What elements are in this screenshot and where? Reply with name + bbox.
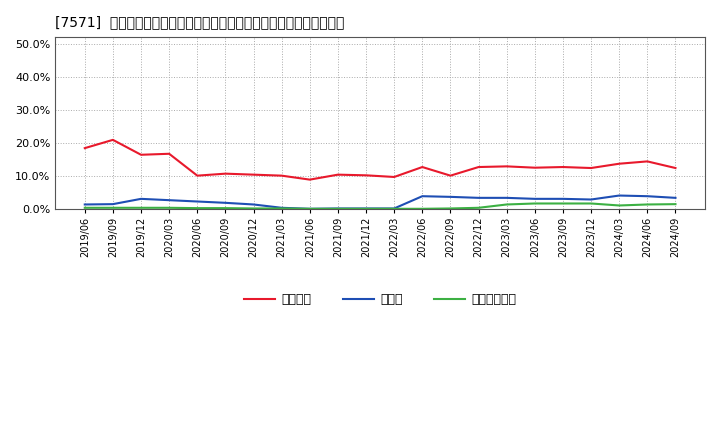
のれん: [531, 196, 539, 202]
繰延税金資産: [81, 205, 89, 210]
自己資本: [474, 165, 483, 170]
のれん: [643, 194, 652, 199]
繰延税金資産: [277, 206, 286, 211]
繰延税金資産: [671, 202, 680, 207]
繰延税金資産: [446, 206, 455, 211]
繰延税金資産: [559, 201, 567, 206]
繰延税金資産: [193, 205, 202, 211]
自己資本: [109, 137, 117, 143]
繰延税金資産: [249, 206, 258, 211]
自己資本: [615, 161, 624, 166]
自己資本: [671, 165, 680, 171]
Line: 自己資本: 自己資本: [85, 140, 675, 180]
自己資本: [81, 146, 89, 151]
自己資本: [165, 151, 174, 156]
繰延税金資産: [643, 202, 652, 207]
のれん: [474, 195, 483, 201]
繰延税金資産: [221, 205, 230, 211]
自己資本: [193, 173, 202, 178]
繰延税金資産: [333, 206, 342, 212]
繰延税金資産: [137, 205, 145, 210]
繰延税金資産: [390, 206, 398, 212]
のれん: [615, 193, 624, 198]
繰延税金資産: [474, 205, 483, 210]
繰延税金資産: [109, 205, 117, 210]
自己資本: [559, 165, 567, 170]
のれん: [559, 196, 567, 202]
自己資本: [390, 174, 398, 180]
Line: 繰延税金資産: 繰延税金資産: [85, 203, 675, 209]
のれん: [361, 206, 370, 211]
自己資本: [503, 164, 511, 169]
自己資本: [643, 159, 652, 164]
のれん: [165, 198, 174, 203]
Line: のれん: のれん: [85, 195, 675, 209]
自己資本: [221, 171, 230, 176]
自己資本: [587, 165, 595, 171]
繰延税金資産: [587, 201, 595, 206]
自己資本: [446, 173, 455, 178]
のれん: [109, 202, 117, 207]
自己資本: [277, 173, 286, 178]
のれん: [81, 202, 89, 207]
のれん: [390, 206, 398, 211]
自己資本: [531, 165, 539, 170]
のれん: [671, 195, 680, 201]
のれん: [333, 206, 342, 211]
繰延税金資産: [531, 201, 539, 206]
のれん: [193, 199, 202, 204]
Legend: 自己資本, のれん, 繰延税金資産: 自己資本, のれん, 繰延税金資産: [239, 288, 521, 311]
自己資本: [249, 172, 258, 177]
のれん: [587, 197, 595, 202]
自己資本: [305, 177, 314, 182]
繰延税金資産: [418, 206, 427, 212]
自己資本: [333, 172, 342, 177]
繰延税金資産: [361, 206, 370, 212]
のれん: [503, 195, 511, 201]
繰延税金資産: [615, 203, 624, 208]
のれん: [221, 200, 230, 205]
自己資本: [418, 165, 427, 170]
のれん: [446, 194, 455, 199]
繰延税金資産: [305, 206, 314, 212]
のれん: [305, 206, 314, 212]
のれん: [249, 202, 258, 207]
のれん: [418, 194, 427, 199]
自己資本: [361, 172, 370, 178]
Text: [7571]  自己資本、のれん、繰延税金資産の総資産に対する比率の推移: [7571] 自己資本、のれん、繰延税金資産の総資産に対する比率の推移: [55, 15, 345, 29]
のれん: [137, 196, 145, 202]
自己資本: [137, 152, 145, 158]
繰延税金資産: [503, 202, 511, 207]
繰延税金資産: [165, 205, 174, 210]
のれん: [277, 205, 286, 210]
